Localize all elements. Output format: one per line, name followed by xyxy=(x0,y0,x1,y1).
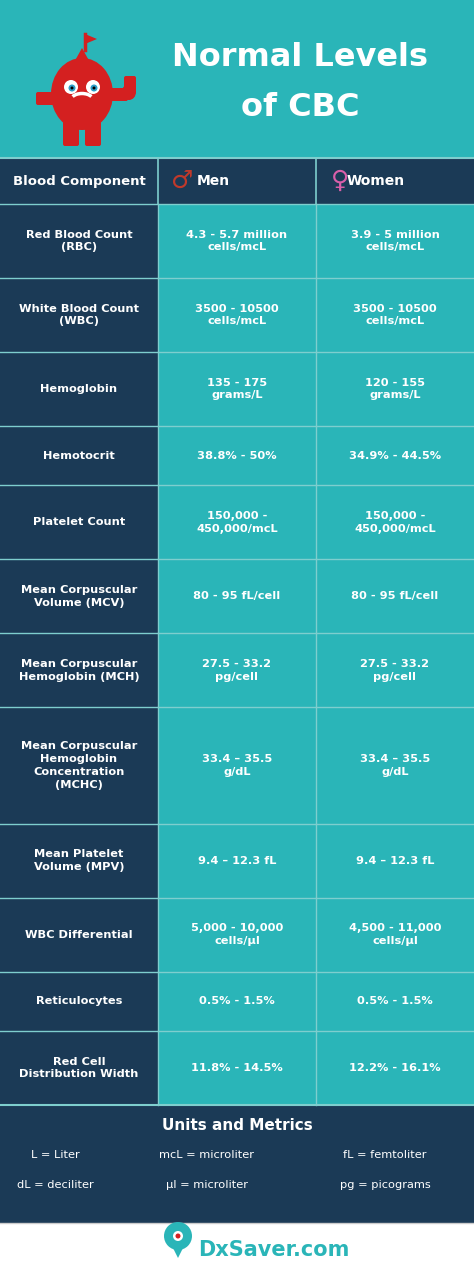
FancyBboxPatch shape xyxy=(158,971,474,1031)
Text: fL = femtoliter: fL = femtoliter xyxy=(343,1150,427,1160)
Circle shape xyxy=(86,80,100,94)
Text: 12.2% - 16.1%: 12.2% - 16.1% xyxy=(349,1063,441,1073)
FancyBboxPatch shape xyxy=(36,93,56,105)
Text: 0.5% - 1.5%: 0.5% - 1.5% xyxy=(357,996,433,1006)
FancyBboxPatch shape xyxy=(124,76,136,94)
Text: Blood Component: Blood Component xyxy=(13,175,146,188)
Text: 150,000 -
450,000/mcL: 150,000 - 450,000/mcL xyxy=(354,511,436,533)
Text: Red Blood Count
(RBC): Red Blood Count (RBC) xyxy=(26,230,132,252)
FancyBboxPatch shape xyxy=(0,559,158,634)
Text: 38.8% - 50%: 38.8% - 50% xyxy=(197,451,277,461)
Circle shape xyxy=(173,1231,183,1241)
FancyBboxPatch shape xyxy=(0,1105,474,1223)
FancyBboxPatch shape xyxy=(158,559,474,634)
FancyBboxPatch shape xyxy=(0,0,474,158)
FancyBboxPatch shape xyxy=(0,427,158,486)
Text: Hemoglobin: Hemoglobin xyxy=(40,384,118,394)
Text: 34.9% - 44.5%: 34.9% - 44.5% xyxy=(349,451,441,461)
FancyBboxPatch shape xyxy=(0,707,158,824)
Text: White Blood Count
(WBC): White Blood Count (WBC) xyxy=(19,303,139,326)
Text: 3.9 - 5 million
cells/mcL: 3.9 - 5 million cells/mcL xyxy=(351,230,439,252)
FancyBboxPatch shape xyxy=(63,118,79,146)
Text: 150,000 -
450,000/mcL: 150,000 - 450,000/mcL xyxy=(196,511,278,533)
Text: 33.4 – 35.5
g/dL: 33.4 – 35.5 g/dL xyxy=(360,754,430,777)
Text: 33.4 – 35.5
g/dL: 33.4 – 35.5 g/dL xyxy=(202,754,272,777)
Circle shape xyxy=(92,86,95,90)
Text: pg = picograms: pg = picograms xyxy=(340,1180,430,1190)
Text: 135 - 175
grams/L: 135 - 175 grams/L xyxy=(207,378,267,401)
Text: 9.4 – 12.3 fL: 9.4 – 12.3 fL xyxy=(356,856,434,866)
FancyBboxPatch shape xyxy=(158,278,474,352)
Text: of CBC: of CBC xyxy=(241,93,359,123)
Ellipse shape xyxy=(122,84,136,100)
Text: 120 - 155
grams/L: 120 - 155 grams/L xyxy=(365,378,425,401)
FancyBboxPatch shape xyxy=(0,204,158,278)
Text: Mean Corpuscular
Hemoglobin (MCH): Mean Corpuscular Hemoglobin (MCH) xyxy=(18,659,139,682)
FancyBboxPatch shape xyxy=(158,707,474,824)
Circle shape xyxy=(164,1222,192,1250)
FancyBboxPatch shape xyxy=(158,427,474,486)
Text: Reticulocytes: Reticulocytes xyxy=(36,996,122,1006)
Text: Mean Platelet
Volume (MPV): Mean Platelet Volume (MPV) xyxy=(34,849,124,873)
FancyBboxPatch shape xyxy=(158,352,474,427)
Text: 27.5 - 33.2
pg/cell: 27.5 - 33.2 pg/cell xyxy=(361,659,429,682)
Text: Mean Corpuscular
Hemoglobin
Concentration
(MCHC): Mean Corpuscular Hemoglobin Concentratio… xyxy=(21,741,137,790)
Text: 3500 - 10500
cells/mcL: 3500 - 10500 cells/mcL xyxy=(195,303,279,326)
Text: Platelet Count: Platelet Count xyxy=(33,518,125,527)
Text: Women: Women xyxy=(347,173,405,188)
Text: L = Liter: L = Liter xyxy=(31,1150,79,1160)
Text: 11.8% - 14.5%: 11.8% - 14.5% xyxy=(191,1063,283,1073)
FancyBboxPatch shape xyxy=(0,278,158,352)
FancyBboxPatch shape xyxy=(0,824,158,898)
FancyBboxPatch shape xyxy=(158,204,474,278)
Text: Mean Corpuscular
Volume (MCV): Mean Corpuscular Volume (MCV) xyxy=(21,585,137,608)
FancyBboxPatch shape xyxy=(0,898,158,971)
Circle shape xyxy=(175,1234,181,1239)
Ellipse shape xyxy=(51,58,113,130)
Text: 9.4 – 12.3 fL: 9.4 – 12.3 fL xyxy=(198,856,276,866)
FancyBboxPatch shape xyxy=(0,1223,474,1285)
Polygon shape xyxy=(62,48,102,84)
Text: Units and Metrics: Units and Metrics xyxy=(162,1118,312,1132)
FancyBboxPatch shape xyxy=(108,87,128,102)
Text: DxSaver.com: DxSaver.com xyxy=(198,1240,349,1261)
Circle shape xyxy=(69,85,75,91)
FancyBboxPatch shape xyxy=(85,118,101,146)
FancyBboxPatch shape xyxy=(0,1031,158,1105)
Text: Normal Levels: Normal Levels xyxy=(172,42,428,73)
Circle shape xyxy=(91,85,98,91)
FancyBboxPatch shape xyxy=(158,634,474,707)
Circle shape xyxy=(64,80,78,94)
FancyBboxPatch shape xyxy=(0,971,158,1031)
Circle shape xyxy=(71,86,73,90)
FancyBboxPatch shape xyxy=(0,634,158,707)
FancyBboxPatch shape xyxy=(158,898,474,971)
Text: dL = deciliter: dL = deciliter xyxy=(17,1180,93,1190)
FancyBboxPatch shape xyxy=(0,352,158,427)
FancyBboxPatch shape xyxy=(158,824,474,898)
Text: mcL = microliter: mcL = microliter xyxy=(159,1150,255,1160)
Text: ♂: ♂ xyxy=(171,170,193,193)
FancyBboxPatch shape xyxy=(158,1031,474,1105)
FancyBboxPatch shape xyxy=(0,158,474,204)
FancyBboxPatch shape xyxy=(158,486,474,559)
Text: Men: Men xyxy=(196,173,229,188)
Text: μl = microliter: μl = microliter xyxy=(166,1180,248,1190)
Text: 0.5% - 1.5%: 0.5% - 1.5% xyxy=(199,996,275,1006)
Polygon shape xyxy=(85,33,97,44)
Text: 80 - 95 fL/cell: 80 - 95 fL/cell xyxy=(351,591,438,601)
FancyBboxPatch shape xyxy=(0,486,158,559)
Text: 27.5 - 33.2
pg/cell: 27.5 - 33.2 pg/cell xyxy=(202,659,272,682)
Text: 80 - 95 fL/cell: 80 - 95 fL/cell xyxy=(193,591,281,601)
Text: WBC Differential: WBC Differential xyxy=(25,930,133,939)
Text: Hemotocrit: Hemotocrit xyxy=(43,451,115,461)
Text: 4,500 - 11,000
cells/μl: 4,500 - 11,000 cells/μl xyxy=(349,924,441,946)
Text: ♀: ♀ xyxy=(331,170,349,193)
Text: 5,000 - 10,000
cells/μl: 5,000 - 10,000 cells/μl xyxy=(191,924,283,946)
Text: 4.3 - 5.7 million
cells/mcL: 4.3 - 5.7 million cells/mcL xyxy=(186,230,288,252)
Text: 3500 - 10500
cells/mcL: 3500 - 10500 cells/mcL xyxy=(353,303,437,326)
Text: Red Cell
Distribution Width: Red Cell Distribution Width xyxy=(19,1056,139,1079)
Polygon shape xyxy=(173,1248,183,1258)
